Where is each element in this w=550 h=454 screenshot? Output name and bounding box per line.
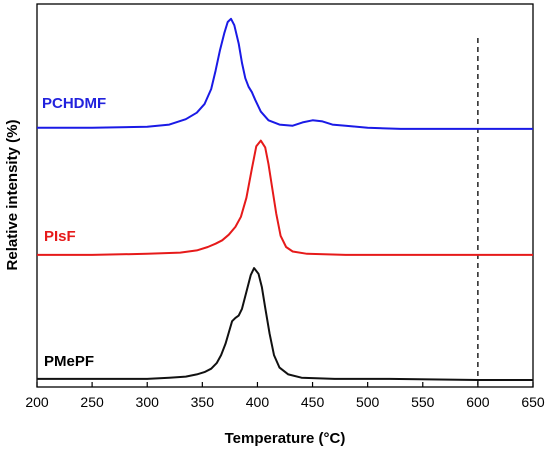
x-tick-label: 250 bbox=[80, 394, 104, 410]
x-axis-ticks: 200 250 300 350 400 450 500 550 600 650 bbox=[25, 382, 545, 410]
series-line-pisf bbox=[37, 139, 533, 256]
x-tick-label: 650 bbox=[521, 394, 545, 410]
series-label-pisf: PIsF bbox=[44, 228, 76, 245]
x-tick-label: 350 bbox=[191, 394, 215, 410]
x-tick-label: 400 bbox=[246, 394, 270, 410]
x-tick-label: 550 bbox=[411, 394, 435, 410]
y-axis-title: Relative intensity (%) bbox=[4, 120, 21, 271]
series-lines bbox=[37, 17, 533, 381]
series-label-pchdmf: PCHDMF bbox=[42, 95, 106, 112]
x-tick-label: 500 bbox=[356, 394, 380, 410]
series-line-pchdmf bbox=[37, 17, 533, 130]
x-tick-label: 450 bbox=[301, 394, 325, 410]
x-tick-label: 200 bbox=[25, 394, 49, 410]
x-tick-label: 600 bbox=[466, 394, 490, 410]
x-axis-title: Temperature (°C) bbox=[225, 430, 346, 447]
series-line-pmepf bbox=[37, 267, 533, 381]
series-labels: PCHDMF PIsF PMePF bbox=[42, 95, 106, 370]
x-tick-label: 300 bbox=[136, 394, 160, 410]
series-label-pmepf: PMePF bbox=[44, 353, 94, 370]
plot-frame bbox=[36, 3, 534, 388]
